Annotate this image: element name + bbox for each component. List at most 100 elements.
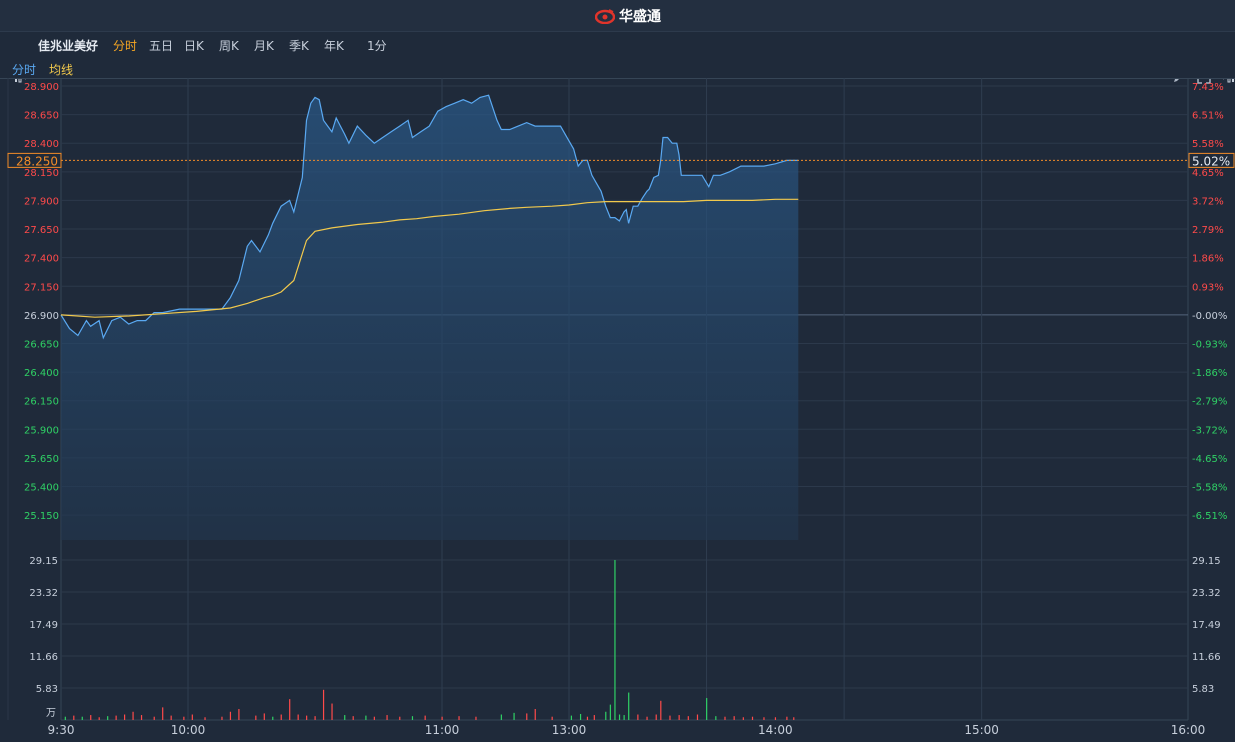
volume-bar	[551, 716, 553, 720]
volume-bar	[763, 717, 765, 720]
time-axis-label: 15:00	[964, 723, 999, 737]
volume-bar	[124, 714, 126, 720]
volume-bar	[513, 712, 515, 720]
tab-monthly-k[interactable]: 月K	[254, 39, 274, 53]
percent-axis-label: 3.72%	[1192, 196, 1224, 207]
volume-bar	[500, 714, 502, 720]
volume-bar	[786, 716, 788, 720]
volume-bar	[637, 714, 639, 720]
stock-name: 佳兆业美好	[38, 39, 99, 53]
volume-bar	[255, 715, 257, 720]
tab-intraday[interactable]: 分时	[113, 39, 138, 53]
volume-bar	[733, 716, 735, 720]
percent-axis-label: -1.86%	[1192, 368, 1227, 379]
legend-average-line[interactable]: 均线	[49, 63, 74, 77]
volume-bar	[441, 716, 443, 720]
legend-price-line[interactable]: 分时	[12, 63, 37, 77]
percent-axis-label: -4.65%	[1192, 454, 1227, 465]
tab-yearly-k[interactable]: 年K	[324, 39, 344, 53]
price-axis-label: 27.400	[24, 254, 59, 265]
huashengtong-logo-icon	[595, 9, 615, 24]
time-axis-label: 11:00	[425, 723, 460, 737]
volume-axis-label: 29.15	[29, 556, 58, 567]
volume-bar	[593, 715, 595, 720]
time-axis-label: 10:00	[171, 723, 206, 737]
price-area-fill	[61, 95, 799, 540]
price-axis-label: 28.900	[24, 82, 59, 93]
volume-bar	[614, 560, 616, 720]
price-axis-label: 28.150	[24, 168, 59, 179]
volume-bar	[724, 716, 726, 720]
volume-axis-label: 5.83	[36, 684, 58, 695]
volume-bar	[399, 716, 401, 720]
volume-bar	[272, 716, 274, 720]
volume-bar	[655, 714, 657, 720]
volume-bar	[475, 716, 477, 720]
volume-bar	[774, 717, 777, 720]
price-axis-label: 25.400	[24, 483, 59, 494]
current-change-label: 5.02%	[1192, 154, 1230, 168]
volume-bar	[115, 715, 117, 720]
volume-bar	[751, 716, 754, 720]
volume-bar	[98, 717, 100, 720]
percent-axis-label: -2.79%	[1192, 397, 1227, 408]
percent-axis-label: 1.86%	[1192, 254, 1224, 265]
volume-axis-label-right: 17.49	[1192, 620, 1221, 631]
volume-bar	[793, 717, 795, 720]
volume-bar	[289, 699, 291, 720]
time-axis-label: 16:00	[1171, 723, 1206, 737]
time-axis-label: 14:00	[758, 723, 793, 737]
price-axis-label: 28.650	[24, 111, 59, 122]
time-axis-label: 9:30	[48, 723, 75, 737]
volume-bar	[81, 716, 83, 720]
price-axis-label: 25.150	[24, 511, 59, 522]
volume-bar	[678, 715, 680, 720]
tab-weekly-k[interactable]: 周K	[219, 39, 239, 53]
volume-bar	[107, 716, 109, 720]
percent-axis-label: -0.00%	[1192, 311, 1227, 322]
volume-bar	[586, 716, 589, 720]
chart-toolbar: 佳兆业美好 分时 五日 日K 周K 月K 季K 年K 1分	[0, 32, 1235, 84]
volume-bar	[229, 711, 232, 720]
volume-bar	[280, 714, 282, 720]
volume-bar	[191, 714, 193, 720]
volume-bar	[204, 717, 206, 720]
tab-quarterly-k[interactable]: 季K	[289, 39, 309, 53]
percent-axis-label: -0.93%	[1192, 339, 1227, 350]
percent-axis-label: -3.72%	[1192, 425, 1227, 436]
volume-bar	[221, 716, 223, 720]
volume-bar	[365, 715, 367, 720]
volume-bar	[64, 716, 66, 720]
volume-bar	[618, 714, 621, 720]
price-axis-label: 26.650	[24, 339, 59, 350]
price-axis-label: 25.650	[24, 454, 59, 465]
volume-bar	[132, 711, 134, 720]
price-axis-label: 27.150	[24, 282, 59, 293]
volume-bar	[352, 716, 354, 720]
volume-bar	[73, 715, 75, 720]
volume-bar	[706, 698, 708, 720]
price-axis-label: 27.900	[24, 196, 59, 207]
volume-axis-label: 23.32	[29, 588, 58, 599]
tab-five-day[interactable]: 五日	[149, 39, 174, 53]
volume-bar	[386, 715, 388, 720]
volume-bar	[605, 711, 607, 720]
current-change-tag	[1188, 152, 1235, 168]
volume-bar	[373, 716, 375, 720]
interval-dropdown[interactable]: 1分	[367, 39, 387, 53]
volume-bar	[90, 715, 92, 720]
percent-axis-label: 2.79%	[1192, 225, 1224, 236]
volume-bar	[314, 716, 316, 720]
volume-bar	[534, 709, 536, 720]
volume-bar	[322, 689, 325, 720]
volume-axis-label-right: 29.15	[1192, 556, 1221, 567]
volume-bar	[140, 715, 143, 720]
price-axis-label: 26.400	[24, 368, 59, 379]
percent-axis-label: 4.65%	[1192, 168, 1224, 179]
volume-axis-label: 17.49	[29, 620, 58, 631]
volume-bar	[162, 707, 164, 720]
tab-daily-k[interactable]: 日K	[184, 39, 204, 53]
volume-bar	[153, 716, 155, 720]
percent-axis-label: 6.51%	[1192, 111, 1224, 122]
